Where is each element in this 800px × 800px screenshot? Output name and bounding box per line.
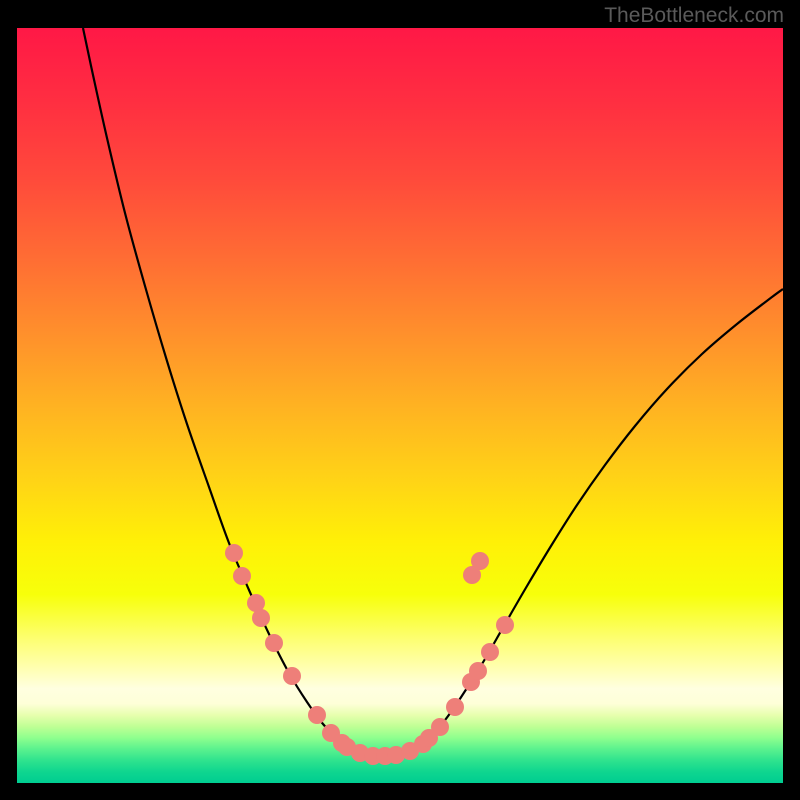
data-marker bbox=[446, 698, 464, 716]
watermark-text: TheBottleneck.com bbox=[604, 4, 784, 28]
data-marker bbox=[308, 706, 326, 724]
data-marker bbox=[431, 718, 449, 736]
data-marker bbox=[265, 634, 283, 652]
data-marker bbox=[481, 643, 499, 661]
markers-group bbox=[225, 544, 514, 765]
data-marker bbox=[225, 544, 243, 562]
data-marker bbox=[252, 609, 270, 627]
data-marker bbox=[233, 567, 251, 585]
data-marker bbox=[469, 662, 487, 680]
plot-area bbox=[17, 28, 783, 783]
curve-layer bbox=[17, 28, 783, 783]
data-marker bbox=[471, 552, 489, 570]
curve-right-branch bbox=[387, 289, 783, 756]
data-marker bbox=[496, 616, 514, 634]
curve-left-branch bbox=[83, 28, 387, 756]
data-marker bbox=[283, 667, 301, 685]
